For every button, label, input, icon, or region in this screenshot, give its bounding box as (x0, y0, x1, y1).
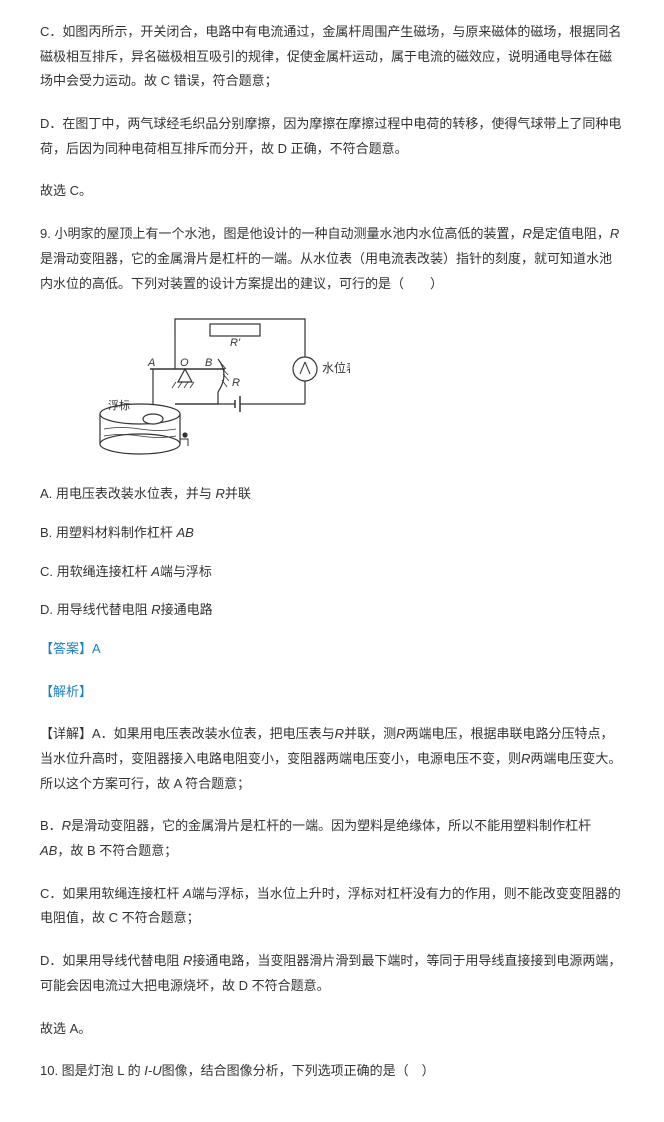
db-pre: B． (40, 818, 62, 833)
opt-a-post: 并联 (225, 486, 251, 501)
q9-option-a: A. 用电压表改装水位表，并与 R并联 (40, 482, 624, 507)
label-a: A (147, 357, 155, 369)
dd-pre: D．如果用导线代替电阻 (40, 953, 183, 968)
q9-option-b: B. 用塑料材料制作杠杆 AB (40, 521, 624, 546)
dc-pre: C．如果用软绳连接杠杆 (40, 886, 183, 901)
q10-post: 图像，结合图像分析，下列选项正确的是（ ） (162, 1063, 435, 1078)
db-mid: 是滑动变阻器，它的金属滑片是杠杆的一端。因为塑料是绝缘体，所以不能用塑料制作杠杆 (71, 818, 591, 833)
dd-r: R (183, 953, 192, 968)
opt-b-ab: AB (177, 525, 194, 540)
choose-c: 故选 C。 (40, 179, 624, 204)
dc-a: A (183, 886, 192, 901)
q9-detail-d: D．如果用导线代替电阻 R接通电路，当变阻器滑片滑到最下端时，等同于用导线直接接… (40, 949, 624, 998)
q9-r2: R (610, 226, 619, 241)
explanation-c: C．如图丙所示，开关闭合，电路中有电流通过，金属杆周围产生磁场，与原来磁体的磁场… (40, 20, 624, 94)
label-meter: 水位表 (322, 360, 350, 375)
q10-pre: 10. 图是灯泡 L 的 (40, 1063, 144, 1078)
da-r1: R (335, 726, 344, 741)
circuit-diagram: R' 水位表 A O B R 浮标 (90, 314, 624, 464)
q9-stem-text2: 是定值电阻， (532, 226, 610, 241)
opt-b-pre: B. 用塑料材料制作杠杆 (40, 525, 177, 540)
opt-d-pre: D. 用导线代替电阻 (40, 602, 151, 617)
q9-option-d: D. 用导线代替电阻 R接通电路 (40, 598, 624, 623)
explanation-d: D．在图丁中，两气球经毛织品分别摩擦，因为摩擦在摩擦过程中电荷的转移，使得气球带… (40, 112, 624, 161)
opt-d-r: R (151, 602, 160, 617)
label-rprime: R' (230, 337, 241, 349)
opt-c-pre: C. 用软绳连接杠杆 (40, 564, 151, 579)
opt-c-a: A (151, 564, 160, 579)
q9-stem-text1: 9. 小明家的屋顶上有一个水池，图是他设计的一种自动测量水池内水位高低的装置， (40, 226, 522, 241)
q9-option-c: C. 用软绳连接杠杆 A端与浮标 (40, 560, 624, 585)
q9-stem: 9. 小明家的屋顶上有一个水池，图是他设计的一种自动测量水池内水位高低的装置，R… (40, 222, 624, 296)
db-post: ，故 B 不符合题意； (57, 843, 177, 858)
db-r: R (62, 818, 71, 833)
q10-iu: I-U (144, 1063, 161, 1078)
q9-answer: 【答案】A (40, 637, 624, 662)
q9-detail-a: 【详解】A．如果用电压表改装水位表，把电压表与R并联，测R两端电压，根据串联电路… (40, 722, 624, 796)
da-r3: R (521, 751, 530, 766)
db-ab: AB (40, 843, 57, 858)
opt-d-post: 接通电路 (161, 602, 213, 617)
opt-c-post: 端与浮标 (160, 564, 212, 579)
q9-analysis-label: 【解析】 (40, 680, 624, 705)
q10-stem: 10. 图是灯泡 L 的 I-U图像，结合图像分析，下列选项正确的是（ ） (40, 1059, 624, 1084)
da-pre: 【详解】A．如果用电压表改装水位表，把电压表与 (40, 726, 335, 741)
q9-detail-c: C．如果用软绳连接杠杆 A端与浮标，当水位上升时，浮标对杠杆没有力的作用，则不能… (40, 882, 624, 931)
da-m1: 并联，测 (344, 726, 396, 741)
label-o: O (180, 357, 189, 369)
label-b: B (205, 357, 212, 369)
opt-a-pre: A. 用电压表改装水位表，并与 (40, 486, 216, 501)
q9-stem-text3: 是滑动变阻器，它的金属滑片是杠杆的一端。从水位表（用电流表改装）指针的刻度，就可… (40, 251, 612, 291)
opt-a-r: R (216, 486, 225, 501)
q9-r1: R (522, 226, 531, 241)
q9-detail-b: B．R是滑动变阻器，它的金属滑片是杠杆的一端。因为塑料是绝缘体，所以不能用塑料制… (40, 814, 624, 863)
label-float: 浮标 (108, 398, 130, 412)
q9-choose-a: 故选 A。 (40, 1017, 624, 1042)
label-r: R (232, 377, 240, 389)
